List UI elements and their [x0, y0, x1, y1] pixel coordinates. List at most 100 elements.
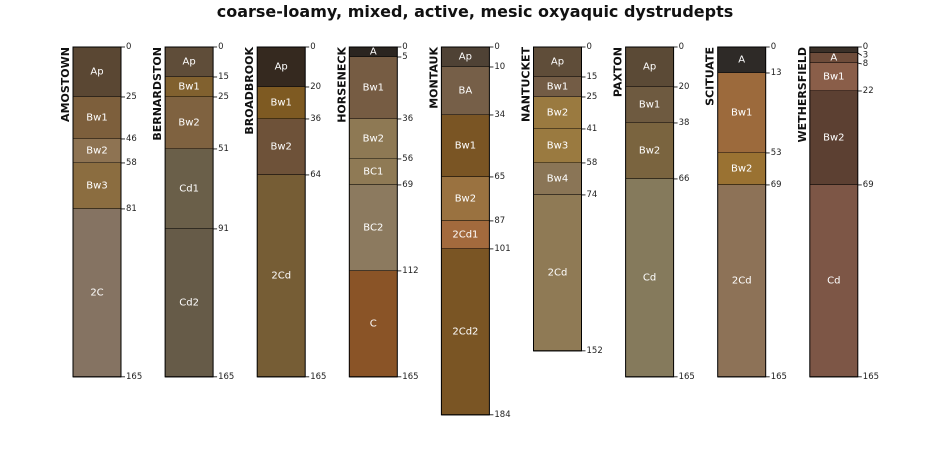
depth-label: 87	[494, 216, 505, 226]
depth-label: 0	[587, 42, 592, 52]
horizon-label: Bw4	[547, 173, 568, 184]
horizon-block	[73, 162, 121, 209]
profile-name: BERNARDSTON	[151, 47, 164, 141]
horizon-block	[809, 52, 858, 63]
profile-outline	[717, 46, 767, 378]
horizon-block	[441, 176, 490, 221]
depth-label: 0	[494, 42, 499, 52]
horizon-block	[441, 114, 490, 177]
depth-label: 25	[587, 92, 598, 102]
horizon-block	[257, 174, 306, 377]
depth-label: 34	[494, 110, 505, 120]
horizon-label: A	[830, 52, 837, 63]
depth-label: 64	[310, 170, 321, 180]
depth-label: 58	[126, 158, 137, 168]
horizon-label: A	[738, 54, 745, 65]
profile-name: NANTUCKET	[520, 47, 533, 122]
horizon-label: Bw3	[547, 140, 568, 151]
horizon-label: 2Cd1	[452, 229, 478, 240]
depth-label: 36	[402, 114, 413, 124]
horizon-label: Ap	[90, 66, 103, 77]
horizon-label: Bw2	[363, 133, 384, 144]
depth-label: 0	[863, 42, 868, 52]
horizon-label: Bw1	[731, 107, 752, 118]
horizon-label: Ap	[182, 56, 195, 67]
horizon-label: Ap	[459, 51, 472, 62]
horizon-label: A	[370, 46, 377, 57]
horizon-label: Bw1	[547, 81, 568, 92]
horizon-label: BA	[459, 85, 473, 96]
horizon-label: Bw2	[639, 145, 660, 156]
profile-name: AMOSTOWN	[59, 47, 72, 122]
horizon-label: Bw1	[639, 99, 660, 110]
profile-outline	[809, 46, 859, 378]
depth-label: 74	[587, 190, 598, 200]
horizon-label: 2Cd2	[452, 326, 478, 337]
depth-tick	[857, 52, 863, 56]
horizon-block	[73, 96, 121, 139]
profile-name: BROADBROOK	[243, 47, 256, 135]
horizon-block	[349, 56, 398, 119]
horizon-block	[441, 220, 490, 249]
horizon-label: Bw1	[178, 81, 199, 92]
profile-name: HORSENECK	[335, 47, 348, 123]
depth-label: 165	[402, 372, 418, 382]
horizon-block	[809, 90, 858, 185]
depth-label: 15	[587, 72, 598, 82]
depth-label: 56	[402, 154, 413, 164]
horizon-label: 2Cd	[271, 270, 291, 281]
horizon-block	[73, 47, 121, 97]
profile-outline	[256, 46, 306, 378]
horizon-label: Cd2	[179, 297, 199, 308]
horizon-block	[625, 178, 674, 377]
depth-label: 46	[126, 134, 137, 144]
depth-label: 81	[126, 204, 137, 214]
profile-outline	[533, 46, 582, 352]
horizon-block	[441, 66, 490, 115]
horizon-label: Ap	[275, 61, 288, 72]
depth-tick	[857, 62, 862, 65]
depth-label: 25	[218, 92, 229, 102]
depth-label: 36	[310, 114, 321, 124]
horizon-block	[625, 122, 674, 179]
depth-label: 65	[494, 172, 505, 182]
horizon-block	[165, 228, 214, 377]
depth-label: 0	[310, 42, 315, 52]
horizon-block	[533, 76, 582, 97]
depth-label: 53	[771, 148, 782, 158]
profile-name: WETHERSFIELD	[796, 47, 809, 143]
horizon-label: Bw1	[270, 97, 291, 108]
horizon-block	[625, 47, 674, 87]
horizon-label: Cd	[643, 272, 656, 283]
depth-label: 69	[863, 180, 874, 190]
depth-label: 165	[679, 372, 695, 382]
horizon-block	[717, 184, 766, 377]
profile-outline	[440, 46, 490, 416]
horizon-block	[73, 138, 121, 163]
depth-label: 165	[771, 372, 787, 382]
depth-label: 91	[218, 224, 229, 234]
depth-label: 0	[126, 42, 131, 52]
horizon-block	[349, 184, 398, 271]
horizon-label: BC2	[363, 222, 383, 233]
horizon-block	[165, 47, 214, 77]
profile-name: SCITUATE	[704, 47, 717, 106]
profile-name: MONTAUK	[427, 47, 440, 109]
depth-label: 165	[218, 372, 234, 382]
horizon-block	[165, 96, 214, 149]
horizon-block	[717, 72, 766, 153]
horizon-label: Bw1	[86, 112, 107, 123]
horizon-block	[533, 47, 582, 77]
horizon-block	[809, 47, 858, 53]
depth-label: 13	[771, 68, 782, 78]
depth-label: 20	[679, 82, 690, 92]
depth-label: 0	[402, 42, 407, 52]
depth-label: 0	[771, 42, 776, 52]
horizon-label: Bw2	[731, 163, 752, 174]
depth-label: 22	[863, 86, 874, 96]
horizon-block	[165, 76, 214, 97]
horizon-label: Bw2	[823, 132, 844, 143]
horizon-label: Bw2	[178, 117, 199, 128]
depth-label: 184	[494, 410, 510, 420]
